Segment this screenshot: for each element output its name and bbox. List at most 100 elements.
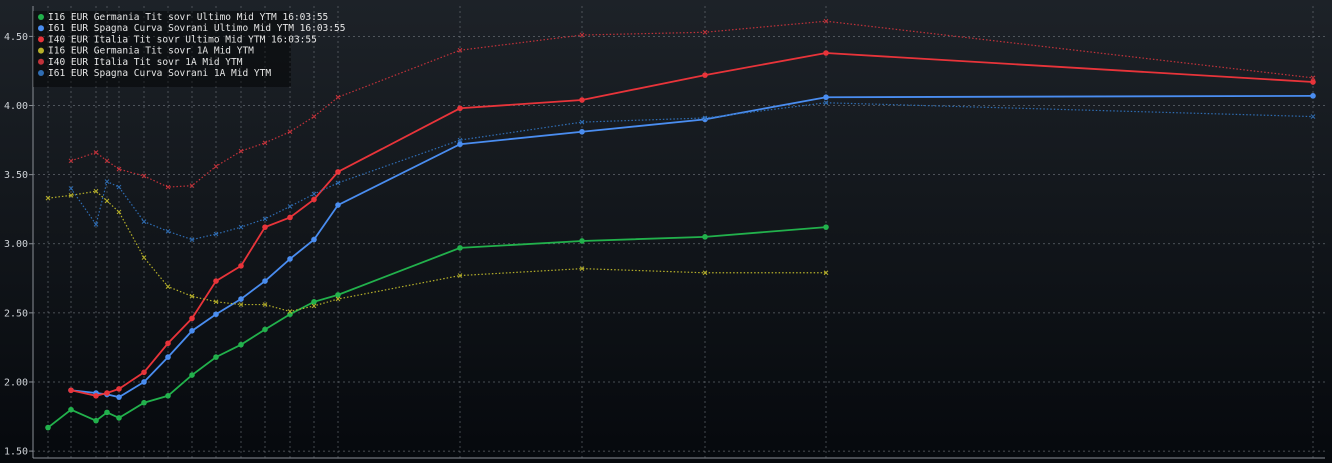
series-2-point [1310, 93, 1316, 99]
series-3-point [189, 315, 195, 322]
series-6-point [457, 137, 463, 143]
series-1-point [104, 409, 110, 416]
series-3-point [579, 97, 585, 103]
series-4-point [262, 302, 268, 307]
series-6-point [335, 180, 341, 186]
series-1-point [702, 234, 708, 240]
series-4-point [335, 296, 341, 302]
series-3-point [165, 340, 171, 347]
series-1-point [213, 354, 219, 360]
series-6-point [238, 224, 244, 230]
series-6-point [104, 179, 110, 184]
series-5-point [93, 150, 99, 155]
series-2-point [311, 236, 317, 243]
series-5-point [311, 114, 317, 119]
y-tick-label: 3.00 [4, 239, 28, 250]
legend-entry: I40 EUR Italia Tit sovr 1A Mid YTM [48, 57, 243, 68]
series-4-point [213, 299, 219, 305]
legend-marker [38, 47, 44, 54]
series-6-point [702, 115, 708, 121]
series-4-point [189, 293, 195, 299]
series-5-point [335, 94, 341, 100]
series-4-point [68, 193, 74, 198]
series-1-point [45, 424, 51, 431]
series-6-point [189, 237, 195, 242]
series-3-point [335, 169, 341, 175]
series-4-point [457, 273, 463, 278]
series-1-point [287, 311, 293, 318]
series-line-6 [70, 102, 1314, 241]
series-2-point [238, 296, 244, 302]
series-5-point [702, 29, 708, 35]
series-4-point [141, 255, 147, 260]
legend-marker [38, 36, 44, 43]
series-3-point [823, 50, 829, 56]
series-2-point [702, 116, 708, 123]
series-5-point [823, 18, 829, 24]
series-4-point [702, 270, 708, 276]
series-3-point [68, 387, 74, 394]
series-6-point [287, 204, 293, 209]
series-5-point [116, 166, 122, 172]
series-2-point [457, 141, 463, 148]
series-3-point [287, 214, 293, 221]
legend-background [33, 11, 291, 87]
y-tick-label: 1.50 [4, 447, 28, 458]
series-3-point [141, 369, 147, 376]
series-5-point [1310, 75, 1316, 81]
series-4-point [93, 188, 99, 194]
series-6-point [165, 228, 171, 234]
legend-marker [38, 25, 44, 32]
series-2-point [165, 354, 171, 360]
legend-marker [38, 14, 44, 20]
y-tick-label: 4.00 [4, 101, 28, 112]
series-5-point [262, 140, 268, 146]
series-4-point [104, 198, 110, 204]
series-1-point [238, 341, 244, 348]
series-5-point [287, 129, 293, 135]
series-1-point [116, 415, 122, 421]
series-6-point [579, 119, 585, 125]
series-4-point [311, 303, 317, 309]
series-3-point [116, 386, 122, 392]
series-6-point [93, 222, 99, 227]
series-5-point [104, 158, 110, 164]
series-3-point [104, 390, 110, 396]
series-2-point [287, 256, 293, 262]
series-2-point [116, 394, 122, 400]
legend-entry: I40 EUR Italia Tit sovr Ultimo Mid YTM 1… [48, 34, 317, 45]
y-tick-label: 2.50 [4, 308, 28, 319]
y-axis-tick-labels: 1.50 2.00 2.50 3.00 3.50 4.00 4.50 [4, 32, 33, 458]
series-6-point [141, 219, 147, 224]
series-3-point [1310, 79, 1316, 85]
series-6-point [116, 184, 122, 190]
series-2-point [823, 94, 829, 101]
series-3-point [457, 105, 463, 112]
series-5-point [165, 184, 171, 190]
series-2-point [579, 128, 585, 135]
y-tick-label: 3.50 [4, 170, 28, 181]
series-3-point [262, 224, 268, 230]
grid-lines [33, 6, 1325, 458]
series-2-point [335, 202, 341, 208]
series-4-point [45, 195, 51, 201]
series-4-point [116, 209, 122, 215]
series-1-point [579, 238, 585, 244]
series-1-point [335, 292, 341, 298]
series-6-point [1310, 114, 1316, 119]
series-6-point [213, 231, 219, 237]
series-4-point [287, 309, 293, 314]
series-4-point [238, 302, 244, 307]
series-1-point [823, 224, 829, 230]
series-2-point [141, 379, 147, 385]
series-1-point [68, 406, 74, 413]
legend-marker [38, 58, 44, 65]
series-5-point [189, 183, 195, 189]
series-6-point [311, 191, 317, 197]
series-3-point [311, 196, 317, 203]
series-4-point [823, 270, 829, 276]
series-5-point [141, 173, 147, 179]
